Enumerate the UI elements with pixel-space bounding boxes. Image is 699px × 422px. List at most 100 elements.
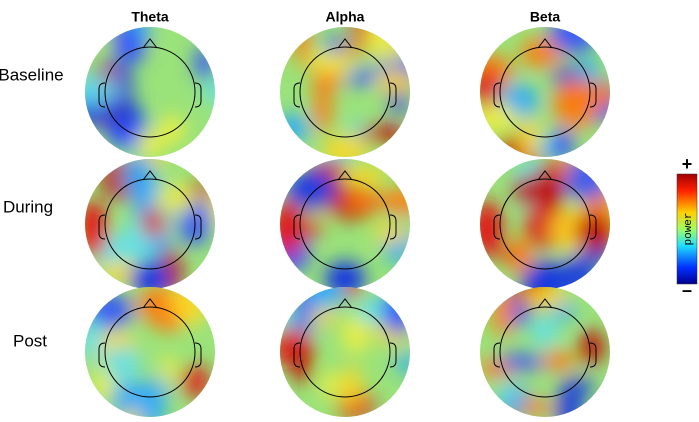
topomaps	[85, 27, 610, 417]
blob	[578, 329, 605, 365]
blob	[555, 383, 585, 417]
blob	[290, 168, 336, 212]
blob	[193, 46, 215, 81]
nose	[337, 38, 353, 49]
ear-right	[589, 214, 597, 240]
map-blobs	[280, 287, 410, 417]
ear-left	[493, 342, 501, 368]
blob	[158, 114, 186, 145]
blob	[552, 78, 598, 130]
blob	[375, 69, 410, 95]
blob	[303, 219, 322, 237]
topomap	[280, 27, 410, 157]
blob	[518, 118, 542, 157]
ear-left	[493, 214, 501, 240]
blob	[396, 350, 410, 376]
ear-left	[293, 214, 301, 240]
blob	[508, 236, 533, 276]
blob	[308, 49, 357, 74]
blob	[480, 201, 503, 257]
blob	[531, 316, 559, 348]
blob	[85, 75, 119, 106]
colorbar-label: power	[683, 212, 695, 245]
head	[104, 178, 196, 270]
ear-right	[389, 82, 397, 108]
blob	[578, 58, 599, 82]
ear-right	[389, 214, 397, 240]
topomap	[480, 27, 610, 157]
row-label: Post	[13, 331, 47, 350]
topomap	[280, 159, 410, 289]
blob	[180, 365, 211, 398]
ear-right	[389, 342, 397, 368]
ear-left	[493, 82, 501, 108]
topomap	[280, 287, 410, 417]
blob	[372, 222, 410, 244]
blob	[480, 103, 518, 134]
ear-right	[589, 82, 597, 108]
blob	[480, 67, 501, 112]
blob	[321, 135, 370, 157]
blob	[122, 159, 154, 200]
row-label: Baseline	[0, 65, 64, 84]
blob	[202, 80, 215, 104]
nose	[142, 298, 158, 309]
blob	[169, 287, 212, 320]
blob	[497, 381, 522, 407]
ear-right	[194, 342, 202, 368]
blob	[132, 27, 151, 42]
blob	[154, 182, 196, 215]
nose	[537, 170, 553, 181]
nose	[337, 170, 353, 181]
blob	[85, 201, 108, 257]
blob	[499, 353, 546, 371]
blob	[511, 176, 553, 204]
column-title: Theta	[131, 9, 169, 25]
blob	[491, 288, 514, 337]
ear-right	[589, 342, 597, 368]
column-title: Beta	[530, 9, 561, 25]
blob	[313, 80, 333, 133]
blob	[343, 165, 387, 186]
head	[299, 306, 391, 398]
blob	[303, 287, 350, 308]
blob	[342, 190, 385, 212]
map-blobs	[280, 27, 410, 157]
blob	[293, 27, 311, 67]
blob	[541, 350, 577, 371]
map-blobs	[85, 159, 215, 289]
blob	[159, 354, 178, 388]
head	[299, 178, 391, 270]
blob	[102, 345, 141, 383]
topomap	[85, 287, 215, 417]
blob	[563, 159, 609, 200]
nose	[142, 38, 158, 49]
ear-right	[194, 82, 202, 108]
blob	[346, 69, 381, 86]
blob	[280, 113, 310, 143]
blob	[521, 287, 569, 307]
nose	[537, 38, 553, 49]
ear-left	[293, 82, 301, 108]
blob	[379, 187, 410, 214]
colorbar	[676, 173, 698, 285]
ear-left	[98, 82, 106, 108]
head	[499, 178, 591, 270]
nose	[142, 170, 158, 181]
blob	[381, 289, 410, 336]
blob	[280, 201, 303, 257]
head	[104, 306, 196, 398]
topomap	[480, 159, 610, 289]
blob	[553, 159, 572, 177]
nose	[537, 298, 553, 309]
blob	[520, 37, 563, 69]
blob	[110, 380, 147, 417]
ear-left	[98, 342, 106, 368]
topomap	[85, 27, 215, 157]
head	[299, 46, 391, 138]
head	[104, 46, 196, 138]
blob	[325, 35, 343, 56]
topomap	[480, 287, 610, 417]
row-label: During	[3, 197, 53, 216]
